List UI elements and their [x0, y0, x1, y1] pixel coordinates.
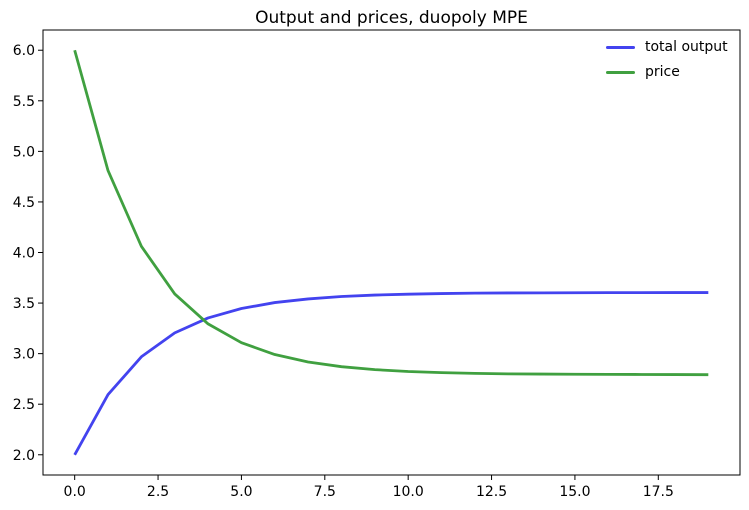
x-tick-label: 12.5 [476, 484, 507, 500]
y-tick-label: 4.0 [13, 246, 35, 262]
legend-item-total-output: total output [606, 39, 728, 56]
chart-title: Output and prices, duopoly MPE [255, 8, 528, 28]
series-line-total-output [73, 291, 709, 456]
plot-frame [42, 29, 741, 476]
legend-label-total-output: total output [645, 39, 728, 55]
legend-line-sample-price [606, 71, 635, 74]
x-tick-label: 17.5 [643, 484, 674, 500]
legend-label-price: price [645, 64, 680, 80]
y-tick-label: 5.5 [13, 94, 35, 110]
x-tick-label: 0.0 [64, 484, 86, 500]
y-tick-label: 2.0 [13, 448, 35, 464]
legend: total output price [606, 39, 728, 89]
x-tick-label: 15.0 [559, 484, 590, 500]
legend-item-price: price [606, 64, 728, 81]
series-line-price [73, 49, 709, 377]
legend-line-sample-total-output [606, 46, 635, 49]
x-tick-label: 10.0 [393, 484, 424, 500]
y-tick-label: 3.0 [13, 347, 35, 363]
y-tick-label: 6.0 [13, 43, 35, 59]
y-tick-label: 3.5 [13, 296, 35, 312]
x-tick-label: 5.0 [230, 484, 252, 500]
x-tick-label: 7.5 [314, 484, 336, 500]
y-tick-label: 5.0 [13, 144, 35, 160]
x-tick-label: 2.5 [147, 484, 169, 500]
y-tick-label: 2.5 [13, 397, 35, 413]
y-tick-label: 4.5 [13, 195, 35, 211]
